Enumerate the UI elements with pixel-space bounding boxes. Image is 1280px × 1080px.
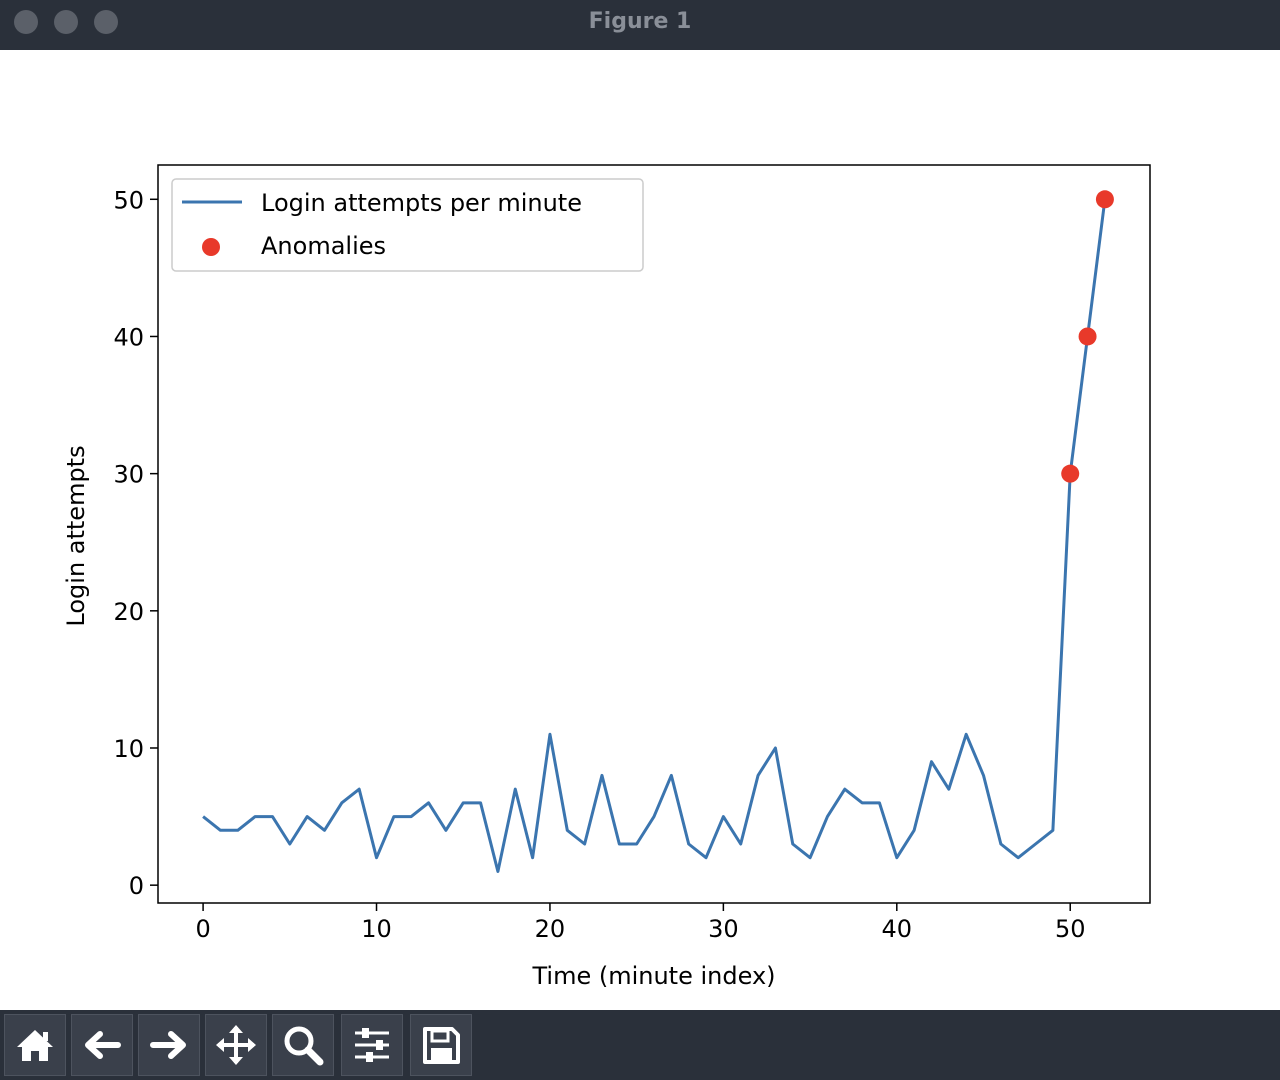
legend-label-series: Login attempts per minute <box>261 189 582 217</box>
plot-area-frame <box>157 164 1151 904</box>
line-chart[interactable]: 0 10 20 30 40 50 0 10 20 30 40 50 Time (minute inde… <box>0 50 1280 1010</box>
title-bar: Figure 1 <box>0 0 1280 50</box>
zoom-button[interactable] <box>272 1014 334 1076</box>
home-icon <box>17 1030 53 1061</box>
anomaly-point <box>1078 327 1097 346</box>
x-tick-label: 0 <box>195 915 210 943</box>
move-icon <box>216 1025 256 1065</box>
x-tick-label: 50 <box>1055 915 1086 943</box>
home-button[interactable] <box>4 1014 66 1076</box>
x-tick-label: 40 <box>882 915 913 943</box>
figure-canvas[interactable]: 0 10 20 30 40 50 0 10 20 30 40 50 Time (minute inde… <box>0 50 1280 1010</box>
x-tick-label: 30 <box>708 915 739 943</box>
legend-label-anomalies: Anomalies <box>261 232 386 260</box>
maximize-window-button[interactable] <box>94 10 118 34</box>
window-title: Figure 1 <box>588 9 692 34</box>
pan-button[interactable] <box>205 1014 267 1076</box>
toolbar <box>0 1010 1280 1080</box>
back-button[interactable] <box>71 1014 133 1076</box>
arrow-right-icon <box>150 1031 186 1059</box>
anomaly-point <box>1061 464 1080 483</box>
series-line-login-attempts <box>202 199 1107 873</box>
magnifier-icon <box>284 1026 324 1066</box>
y-tick-label: 30 <box>113 461 144 489</box>
y-tick-label: 10 <box>113 735 144 763</box>
legend: Login attempts per minute Anomalies <box>171 178 644 272</box>
x-tick-label: 10 <box>361 915 392 943</box>
y-tick-label: 20 <box>113 598 144 626</box>
x-axis-label: Time (minute index) <box>531 962 775 990</box>
anomaly-point <box>1095 190 1114 209</box>
minimize-window-button[interactable] <box>54 10 78 34</box>
y-tick-label: 50 <box>113 186 144 214</box>
arrow-left-icon <box>85 1031 121 1059</box>
floppy-disk-icon <box>423 1027 460 1064</box>
x-tick-label: 20 <box>535 915 566 943</box>
save-button[interactable] <box>410 1014 472 1076</box>
close-window-button[interactable] <box>14 10 38 34</box>
y-tick-label: 40 <box>113 323 144 351</box>
y-axis-label: Login attempts <box>62 445 90 626</box>
configure-subplots-button[interactable] <box>341 1014 403 1076</box>
sliders-icon <box>355 1028 389 1062</box>
forward-button[interactable] <box>138 1014 200 1076</box>
legend-dot-swatch <box>202 238 220 256</box>
y-tick-label: 0 <box>129 872 144 900</box>
legend-box <box>171 178 644 272</box>
